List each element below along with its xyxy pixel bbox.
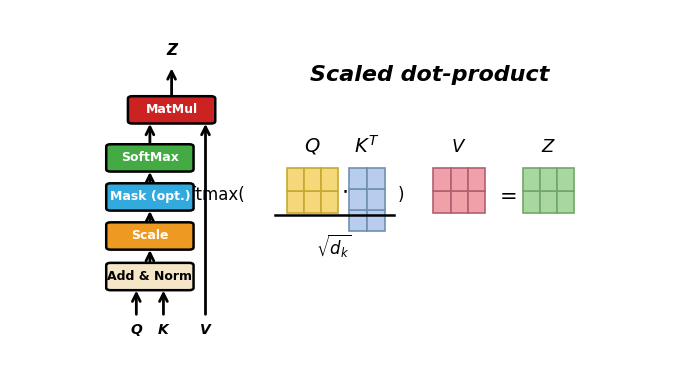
Bar [304, 168, 321, 191]
Text: Scale: Scale [131, 229, 169, 243]
Text: $\cdot$: $\cdot$ [341, 181, 347, 201]
FancyBboxPatch shape [128, 96, 216, 124]
Text: K: K [158, 323, 169, 337]
Bar [557, 191, 575, 213]
Bar [540, 168, 557, 191]
FancyBboxPatch shape [106, 263, 194, 290]
Text: $=$: $=$ [494, 186, 516, 206]
Text: softmax(: softmax( [172, 186, 245, 204]
Bar [367, 211, 384, 232]
Text: $\sqrt{d_k}$: $\sqrt{d_k}$ [316, 233, 352, 260]
Text: MatMul: MatMul [146, 103, 197, 116]
Bar [349, 211, 367, 232]
Bar [468, 168, 485, 191]
Bar [287, 191, 304, 213]
Bar [321, 191, 338, 213]
Bar [540, 191, 557, 213]
Bar [367, 168, 384, 190]
FancyBboxPatch shape [106, 222, 194, 250]
Bar [451, 168, 468, 191]
FancyBboxPatch shape [106, 144, 194, 172]
FancyBboxPatch shape [106, 183, 194, 211]
Bar [433, 191, 451, 213]
Text: Mask (opt.): Mask (opt.) [110, 190, 190, 204]
Bar [523, 191, 540, 213]
Text: Q: Q [130, 323, 142, 337]
Text: $V$: $V$ [452, 138, 467, 156]
Bar [523, 168, 540, 191]
Text: V: V [200, 323, 211, 337]
Bar [367, 190, 384, 211]
Text: Z: Z [166, 43, 177, 58]
Bar [304, 191, 321, 213]
Bar [557, 168, 575, 191]
Bar [468, 191, 485, 213]
Bar [321, 168, 338, 191]
Bar [349, 168, 367, 190]
Bar [433, 168, 451, 191]
Text: $Q$: $Q$ [304, 136, 321, 156]
Text: Add & Norm: Add & Norm [107, 270, 192, 283]
Bar [287, 168, 304, 191]
Bar [349, 190, 367, 211]
Text: $Z$: $Z$ [541, 138, 556, 156]
Text: SoftMax: SoftMax [121, 151, 178, 165]
Bar [451, 191, 468, 213]
Text: ): ) [398, 186, 405, 204]
Text: $K^T$: $K^T$ [354, 135, 379, 156]
Text: Scaled dot-product: Scaled dot-product [309, 65, 549, 85]
